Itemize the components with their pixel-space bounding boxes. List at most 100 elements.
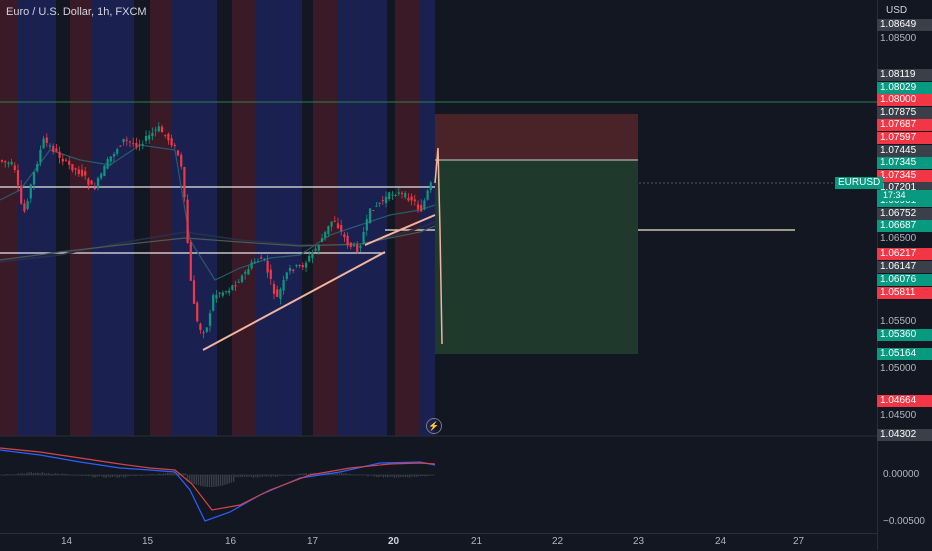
histogram-bar — [285, 475, 288, 476]
candle-body — [336, 223, 340, 229]
time-label: 24 — [715, 536, 727, 547]
histogram-bar — [413, 475, 415, 477]
histogram-bar — [37, 472, 39, 475]
time-axis[interactable]: 14 15 16 17 20 21 22 23 24 27 — [0, 533, 877, 551]
histogram-bar — [197, 475, 200, 486]
histogram-bar — [310, 472, 312, 475]
candle-body — [205, 327, 208, 332]
stop-loss-zone — [435, 114, 638, 160]
histogram-bar — [290, 475, 292, 476]
candle-body — [109, 156, 112, 162]
histogram-bar — [406, 475, 409, 478]
histogram-bar — [32, 473, 35, 475]
histogram-bar — [2, 475, 4, 476]
histogram-bar — [345, 473, 347, 475]
histogram-bar — [261, 475, 263, 477]
histogram-bar — [24, 473, 26, 475]
histogram-bar — [21, 473, 24, 475]
histogram-bar — [424, 475, 426, 477]
time-label: 20 — [388, 536, 400, 547]
histogram-bar — [365, 474, 367, 476]
candle-body — [160, 126, 164, 133]
candle-body — [324, 231, 327, 238]
trend-lines — [202, 147, 443, 351]
histogram-bar — [61, 473, 63, 475]
histogram-bar — [409, 475, 411, 478]
candle-body — [407, 197, 410, 201]
histogram-bar — [347, 474, 349, 475]
candle-body — [39, 149, 42, 163]
histogram-bar — [228, 475, 230, 484]
histogram-bar — [354, 474, 356, 475]
candle-body — [100, 173, 103, 179]
histogram-bar — [138, 475, 140, 476]
histogram-bar — [250, 475, 252, 477]
histogram-bar — [296, 474, 299, 475]
histogram-bar — [237, 475, 239, 478]
histogram-bar — [373, 475, 376, 477]
price-label: 1.08500 — [880, 33, 917, 45]
histogram-bar — [4, 475, 6, 476]
histogram-bar — [202, 475, 204, 487]
histogram-bar — [224, 475, 226, 485]
histogram-bar — [215, 475, 217, 487]
price-label: 1.06076 — [877, 273, 932, 286]
candle-body — [372, 210, 375, 212]
symbol-title[interactable]: Euro / U.S. Dollar, 1h, FXCM — [6, 6, 147, 18]
histogram-bar — [182, 473, 184, 475]
candle-body — [20, 185, 23, 204]
lightning-icon[interactable]: ⚡ — [426, 418, 442, 434]
histogram-bar — [279, 475, 281, 476]
candle-body — [234, 285, 237, 287]
candle-body — [58, 151, 61, 158]
histogram-bar — [186, 475, 189, 482]
rising-trendline — [202, 251, 386, 351]
histogram-bar — [270, 475, 272, 478]
candle-body — [154, 129, 157, 131]
candle-body — [298, 265, 301, 266]
histogram-bar — [259, 475, 261, 477]
histogram-bar — [13, 474, 15, 475]
histogram-bar — [211, 475, 213, 487]
candle-body — [400, 192, 404, 194]
candle-body — [135, 143, 138, 148]
ma-long-grey — [0, 225, 436, 261]
histogram-bar — [411, 475, 413, 477]
histogram-bar — [360, 474, 362, 475]
candle-body — [10, 161, 13, 165]
candle-body — [64, 159, 68, 161]
time-label: 14 — [61, 536, 73, 547]
currency-label[interactable]: USD — [886, 5, 908, 16]
session-band — [18, 0, 56, 436]
candle-body — [29, 184, 32, 199]
histogram-bar — [116, 475, 118, 478]
candle-body — [42, 138, 45, 149]
histogram-bar — [125, 475, 127, 478]
candle-body — [356, 244, 359, 253]
histogram-bar — [149, 474, 151, 475]
histogram-bar — [268, 475, 270, 477]
histogram-bar — [233, 475, 235, 482]
candle-body — [410, 196, 413, 201]
histogram-bar — [140, 475, 142, 476]
histogram-bar — [415, 475, 417, 477]
candle-body — [260, 257, 263, 259]
histogram-bar — [156, 474, 158, 475]
histogram-bar — [17, 473, 19, 475]
histogram-bar — [389, 475, 391, 477]
price-label: 1.06752 — [877, 207, 932, 220]
histogram-bar — [105, 475, 107, 478]
candle-body — [244, 271, 247, 274]
symbol-price-tag: EURUSD — [835, 177, 884, 189]
candle-body — [16, 170, 20, 186]
histogram-bar — [57, 473, 59, 475]
histogram-bar — [332, 473, 334, 475]
candle-body — [186, 199, 189, 243]
take-profit-zone — [435, 160, 638, 354]
price-chart[interactable] — [0, 0, 877, 533]
candle-body — [90, 180, 93, 185]
histogram-bar — [288, 475, 290, 476]
candle-body — [426, 190, 429, 200]
candle-body — [279, 289, 282, 299]
histogram-bar — [404, 475, 406, 478]
